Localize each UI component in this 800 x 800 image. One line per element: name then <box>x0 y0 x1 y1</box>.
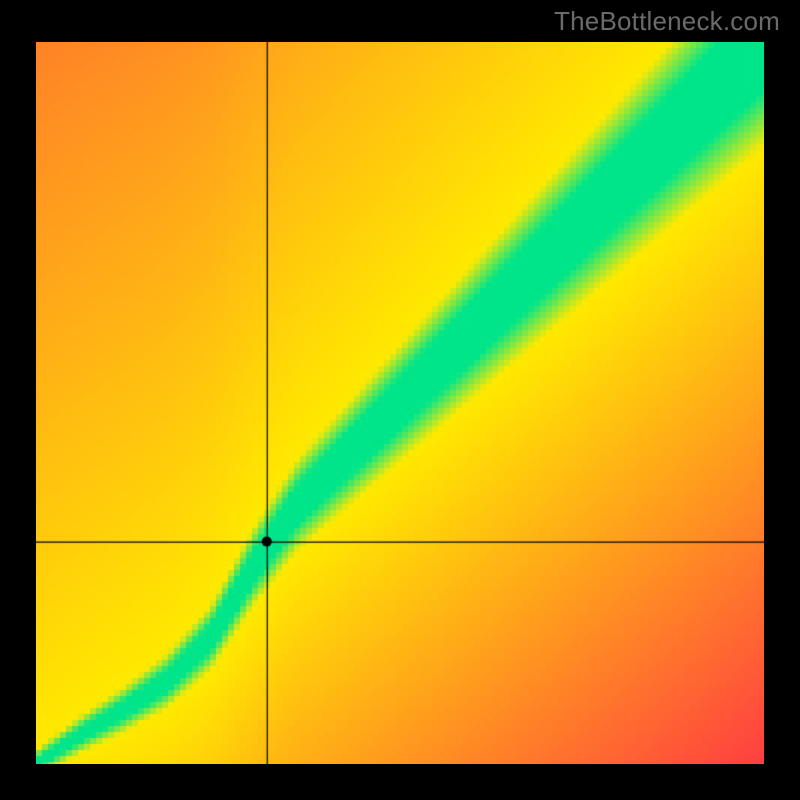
chart-frame: TheBottleneck.com <box>0 0 800 800</box>
watermark-text: TheBottleneck.com <box>554 6 780 37</box>
crosshair-overlay <box>36 42 764 764</box>
